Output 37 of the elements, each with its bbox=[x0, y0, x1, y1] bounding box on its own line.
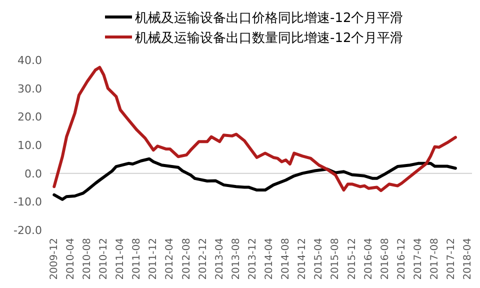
x-tick-label: 2018-04 bbox=[462, 238, 474, 280]
y-tick-label: 10.0 bbox=[18, 139, 42, 152]
y-tick-label: 20.0 bbox=[18, 110, 42, 124]
x-tick-label: 2012-08 bbox=[181, 238, 192, 280]
x-tick-label: 2013-04 bbox=[214, 238, 226, 280]
x-tick-label: 2017-12 bbox=[446, 238, 458, 280]
x-tick-label: 2015-04 bbox=[314, 238, 325, 280]
x-tick-label: 2013-08 bbox=[230, 238, 242, 280]
x-tick-label: 2010-04 bbox=[65, 238, 76, 280]
x-tick-label: 2012-04 bbox=[164, 238, 176, 280]
x-tick-label: 2011-08 bbox=[132, 238, 143, 280]
y-tick-label: 30.0 bbox=[18, 82, 42, 96]
x-tick-label: 2012-12 bbox=[198, 238, 209, 280]
x-tick-label: 2014-04 bbox=[264, 238, 276, 280]
x-tick-label: 2014-12 bbox=[297, 238, 308, 280]
x-tick-label: 2016-08 bbox=[380, 238, 391, 280]
x-tick-label: 2015-08 bbox=[330, 238, 342, 280]
x-tick-label: 2015-12 bbox=[346, 238, 358, 280]
y-tick-label: 40.0 bbox=[18, 54, 42, 67]
line-series bbox=[52, 66, 457, 192]
x-tick-label: 2014-08 bbox=[280, 238, 292, 280]
x-tick-label: 2013-12 bbox=[247, 238, 258, 280]
x-tick-label: 2016-04 bbox=[363, 238, 374, 280]
x-tick-label: 2016-12 bbox=[396, 238, 408, 280]
x-tick-label: 2017-04 bbox=[412, 238, 424, 280]
x-tick-label: 2010-12 bbox=[98, 238, 110, 280]
line-series bbox=[52, 157, 457, 201]
x-tick-label: 2010-08 bbox=[82, 238, 93, 280]
x-tick-label: 2017-08 bbox=[430, 238, 440, 280]
x-tick-label: 2009-12 bbox=[48, 238, 60, 280]
y-tick-label: -20.0 bbox=[14, 224, 42, 237]
y-tick-label: -10.0 bbox=[14, 196, 42, 209]
legend-label: 机械及运输设备出口价格同比增速-12个月平滑 bbox=[135, 11, 404, 26]
x-tick-label: 2011-12 bbox=[148, 238, 160, 280]
legend-label: 机械及运输设备出口数量同比增速-12个月平滑 bbox=[135, 31, 404, 46]
y-tick-label: 0.0 bbox=[24, 167, 42, 180]
x-tick-label: 2011-04 bbox=[115, 238, 126, 280]
